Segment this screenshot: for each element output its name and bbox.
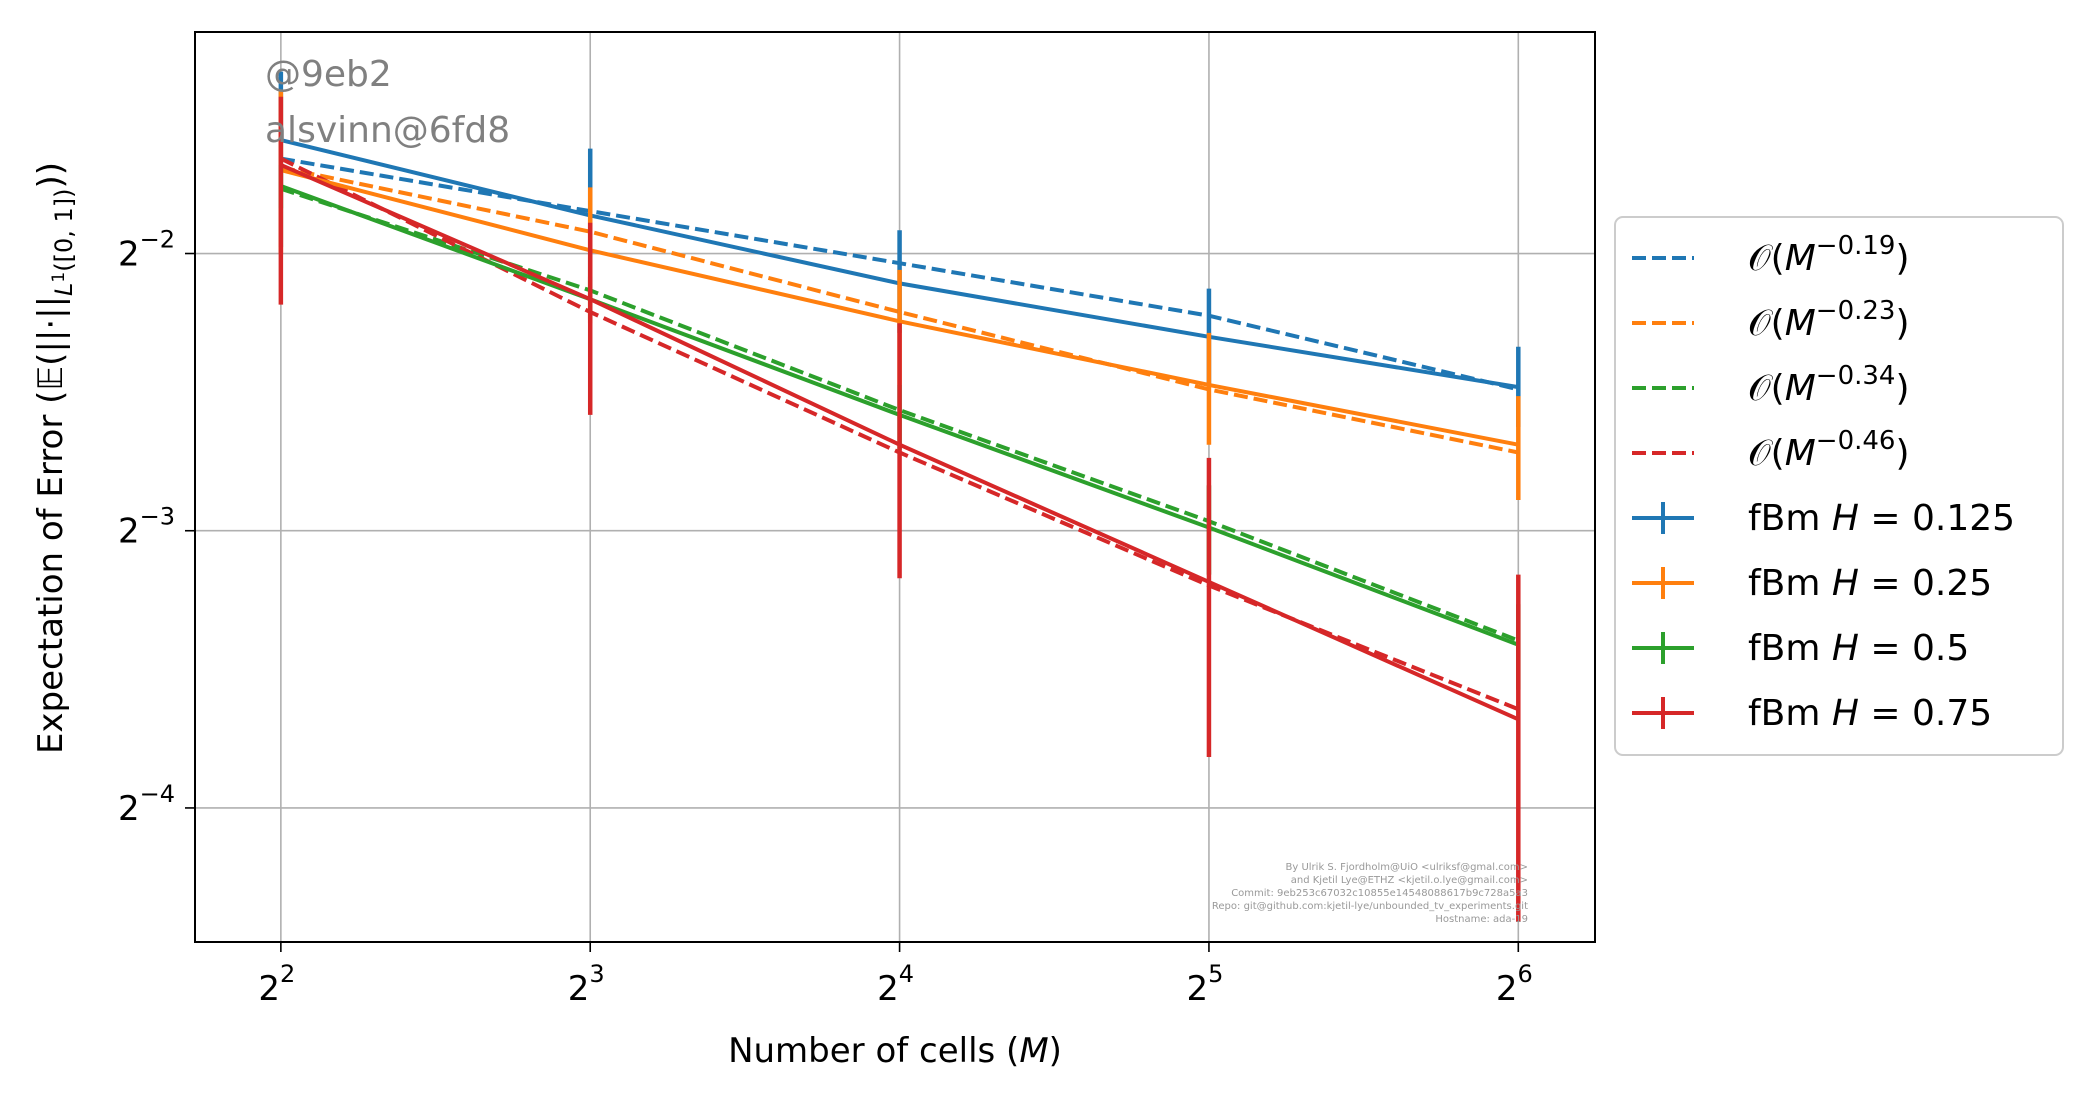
- legend-item: fBm H = 0.125: [1632, 498, 2015, 539]
- credit-line: Repo: git@github.com:kjetil-lye/unbounde…: [1212, 901, 1528, 912]
- y-axis-label: Expectation of Error (𝔼(||·||L1([0, 1]))…: [31, 162, 78, 754]
- legend-label: 𝒪(M−0.46): [1748, 426, 1910, 474]
- legend-label: 𝒪(M−0.34): [1748, 361, 1910, 409]
- watermark-line-2: alsvinn@6fd8: [265, 110, 510, 151]
- watermark-line-1: @9eb2: [265, 54, 392, 95]
- legend-label: fBm H = 0.75: [1748, 693, 1992, 734]
- x-tick-label: 24: [877, 960, 914, 1009]
- y-tick-label: 2−2: [118, 226, 175, 275]
- credit-line: Commit: 9eb253c67032c10855e14548088617b9…: [1231, 888, 1528, 899]
- legend-label: fBm H = 0.5: [1748, 628, 1969, 669]
- y-axis-ticks: 2−4 2−3 2−2: [118, 226, 195, 829]
- legend-item: 𝒪(M−0.46): [1632, 426, 1910, 474]
- credit-line: and Kjetil Lye@ETHZ <kjetil.o.lye@gmail.…: [1291, 875, 1528, 886]
- credit-line: By Ulrik S. Fjordholm@UiO <ulriksf@gmal.…: [1286, 862, 1529, 873]
- x-axis-label: Number of cells (M): [728, 1031, 1062, 1071]
- y-tick-label: 2−3: [118, 503, 175, 552]
- legend-item: 𝒪(M−0.34): [1632, 361, 1910, 409]
- legend-item: fBm H = 0.5: [1632, 628, 1969, 669]
- x-tick-label: 23: [568, 960, 605, 1009]
- series-layer: [278, 71, 1521, 922]
- x-axis-ticks: 22 23 24 25 26: [258, 942, 1533, 1009]
- legend-label: 𝒪(M−0.23): [1748, 296, 1910, 344]
- legend-item: fBm H = 0.25: [1632, 563, 1992, 604]
- x-tick-label: 25: [1186, 960, 1223, 1009]
- legend-label: 𝒪(M−0.19): [1748, 231, 1910, 279]
- credits-block: By Ulrik S. Fjordholm@UiO <ulriksf@gmal.…: [1212, 862, 1528, 925]
- legend-label: fBm H = 0.125: [1748, 498, 2015, 539]
- legend-box: [1614, 216, 2064, 756]
- x-tick-label: 22: [258, 960, 295, 1009]
- legend-item: 𝒪(M−0.19): [1632, 231, 1910, 279]
- watermark: @9eb2 alsvinn@6fd8: [265, 54, 510, 151]
- credit-line: Hostname: ada-19: [1435, 914, 1528, 925]
- x-tick-label: 26: [1496, 960, 1533, 1009]
- legend: 𝒪(M−0.19) 𝒪(M−0.23) 𝒪(M−0.34) 𝒪(M−0.46) fBm …: [1614, 216, 2064, 756]
- legend-label: fBm H = 0.25: [1748, 563, 1992, 604]
- series-line: [280, 165, 1519, 455]
- legend-item: fBm H = 0.75: [1632, 693, 1992, 734]
- legend-items: 𝒪(M−0.19) 𝒪(M−0.23) 𝒪(M−0.34) 𝒪(M−0.46) fBm …: [1632, 231, 2015, 734]
- y-tick-label: 2−4: [118, 780, 175, 829]
- plot-area-frame: [194, 31, 1596, 943]
- series-fbm-h-0.75: [278, 96, 1521, 922]
- legend-item: 𝒪(M−0.23): [1632, 296, 1910, 344]
- series-o-m-0.23: [280, 165, 1519, 455]
